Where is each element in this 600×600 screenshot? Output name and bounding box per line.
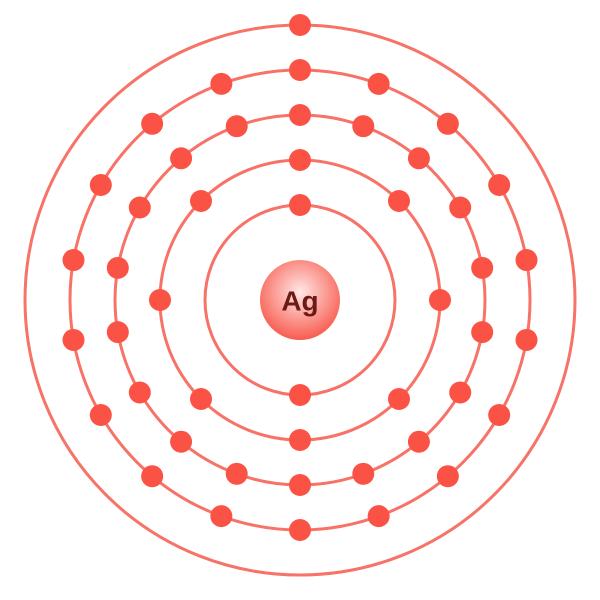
electron-shell1-1 xyxy=(289,194,311,216)
electron-shell4-6 xyxy=(516,329,538,351)
electron-shell4-3 xyxy=(437,113,459,135)
electron-shell3-12 xyxy=(170,431,192,453)
electron-shell4-15 xyxy=(62,249,84,271)
electron-shell3-5 xyxy=(471,257,493,279)
electron-shell2-1 xyxy=(289,149,311,171)
electron-shell4-12 xyxy=(141,465,163,487)
electron-shell3-4 xyxy=(449,197,471,219)
electron-shell2-4 xyxy=(388,388,410,410)
electron-shell4-14 xyxy=(62,329,84,351)
electron-shell2-8 xyxy=(190,190,212,212)
electron-shell3-2 xyxy=(352,115,374,137)
electron-shell3-7 xyxy=(449,382,471,404)
electron-shell3-17 xyxy=(170,147,192,169)
electron-shell3-11 xyxy=(226,463,248,485)
electron-shell3-15 xyxy=(107,257,129,279)
electron-shell2-3 xyxy=(429,289,451,311)
electron-shell2-2 xyxy=(388,190,410,212)
electron-shell4-9 xyxy=(368,505,390,527)
electron-shell4-7 xyxy=(488,404,510,426)
element-symbol: Ag xyxy=(281,286,318,317)
electron-shell2-7 xyxy=(149,289,171,311)
electron-shell2-5 xyxy=(289,429,311,451)
electron-shell4-18 xyxy=(210,73,232,95)
electron-shell4-13 xyxy=(90,404,112,426)
electron-shell3-1 xyxy=(289,104,311,126)
electron-shell4-2 xyxy=(368,73,390,95)
bohr-model-diagram: Ag xyxy=(0,0,600,600)
electron-shell3-9 xyxy=(352,463,374,485)
electron-shell3-13 xyxy=(129,382,151,404)
electron-shell4-8 xyxy=(437,465,459,487)
electron-shell4-1 xyxy=(289,59,311,81)
electron-shell3-3 xyxy=(408,147,430,169)
electron-shell4-5 xyxy=(516,249,538,271)
electron-shell3-6 xyxy=(471,321,493,343)
electron-shell4-17 xyxy=(141,113,163,135)
electron-shell3-18 xyxy=(226,115,248,137)
electron-shell1-2 xyxy=(289,384,311,406)
electron-shell4-16 xyxy=(90,174,112,196)
electron-shell4-10 xyxy=(289,519,311,541)
electron-shell2-6 xyxy=(190,388,212,410)
electron-shell3-16 xyxy=(129,197,151,219)
electron-shell3-14 xyxy=(107,321,129,343)
electron-shell3-8 xyxy=(408,431,430,453)
electron-shell3-10 xyxy=(289,474,311,496)
electron-shell4-11 xyxy=(210,505,232,527)
electron-shell4-4 xyxy=(488,174,510,196)
atom-svg: Ag xyxy=(0,0,600,600)
electron-shell5-1 xyxy=(289,14,311,36)
